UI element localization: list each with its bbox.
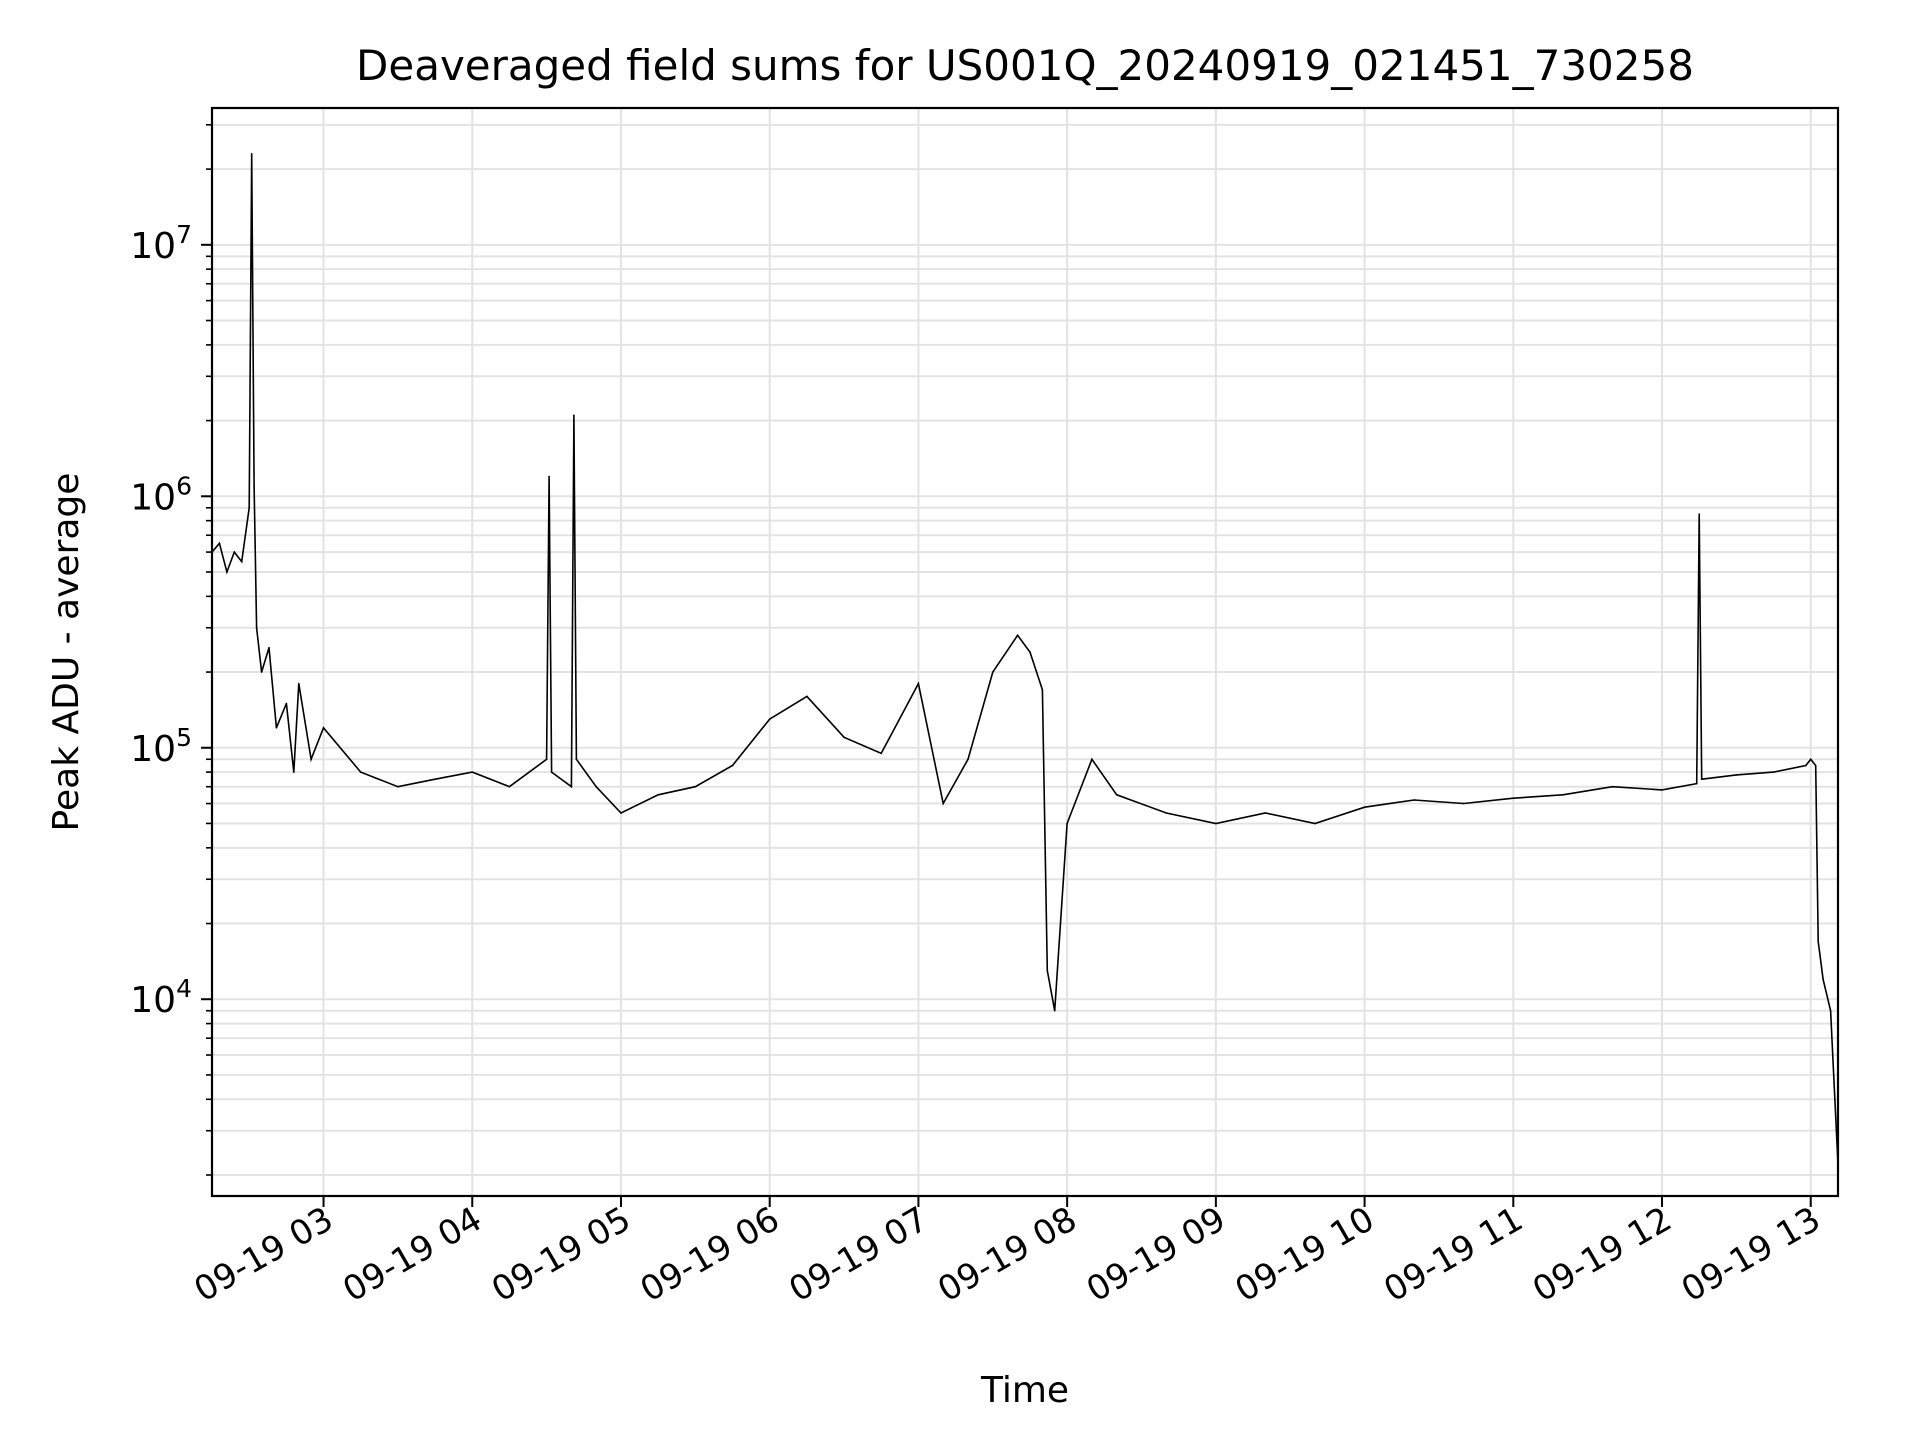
series-point: [1814, 764, 1817, 767]
series-point: [1822, 978, 1824, 981]
x-axis-label: Time: [980, 1370, 1069, 1411]
series-point: [573, 414, 575, 417]
series-point: [268, 646, 270, 649]
series-point: [1091, 758, 1093, 761]
series-line: [211, 153, 1839, 1165]
series-point: [768, 718, 771, 720]
series-point: [991, 671, 994, 673]
series-point: [322, 727, 325, 729]
series-point: [240, 560, 243, 563]
series-point: [275, 727, 278, 729]
series-point: [657, 793, 659, 796]
series-point: [548, 475, 550, 478]
series-point: [1041, 689, 1044, 691]
series-point: [1215, 822, 1217, 825]
y-tick-exponent: 5: [176, 723, 192, 752]
series-point: [359, 771, 362, 773]
series-point: [1611, 785, 1614, 788]
series-point: [694, 785, 697, 788]
series-point: [917, 682, 920, 685]
series-point: [233, 551, 236, 553]
series-point: [1016, 634, 1019, 637]
series-point: [397, 785, 399, 788]
series-point: [1735, 774, 1738, 776]
series-point: [1829, 1009, 1832, 1012]
series-point: [1700, 778, 1703, 780]
y-tick-label: 105: [130, 723, 192, 770]
y-tick-base: 10: [130, 729, 176, 770]
y-tick-label: 107: [130, 220, 192, 267]
series-point: [434, 778, 436, 780]
series-point: [1512, 797, 1515, 800]
series-point: [550, 771, 553, 773]
series-point: [806, 695, 808, 698]
series-point: [471, 771, 474, 773]
series-point: [575, 758, 578, 761]
series-point: [1029, 651, 1031, 653]
series-point: [967, 758, 969, 761]
y-tick-exponent: 6: [176, 471, 192, 500]
series-point: [1462, 802, 1465, 805]
series-point: [1804, 764, 1807, 767]
y-tick-base: 10: [130, 477, 176, 518]
series-point: [1661, 789, 1663, 791]
chart-title: Deaveraged field sums for US001Q_2024091…: [356, 41, 1694, 90]
series-point: [1165, 812, 1168, 814]
series-layer: [211, 153, 1839, 1166]
series-point: [1772, 771, 1775, 773]
series-point: [248, 506, 250, 509]
series-point: [250, 153, 253, 155]
y-tick-label: 104: [130, 974, 192, 1021]
y-tick-exponent: 4: [176, 974, 192, 1003]
series-point: [545, 758, 548, 761]
y-tick-base: 10: [130, 226, 176, 267]
series-point: [1066, 822, 1068, 825]
series-point: [218, 542, 221, 545]
series-point: [570, 785, 573, 788]
series-point: [292, 771, 295, 773]
y-tick-base: 10: [130, 980, 176, 1021]
series-point: [508, 785, 511, 788]
series-point: [595, 785, 597, 788]
series-point: [880, 752, 883, 755]
series-point: [253, 485, 255, 487]
series-point: [1695, 782, 1698, 785]
series-point: [310, 758, 312, 761]
series-point: [1264, 812, 1267, 814]
y-tick-label: 106: [130, 471, 192, 518]
series-point: [1698, 513, 1700, 515]
series-point: [297, 682, 300, 685]
plot-frame: [210, 106, 1840, 1198]
series-point: [226, 571, 228, 573]
y-axis-label: Peak ADU - average: [46, 473, 87, 832]
series-point: [1363, 806, 1366, 809]
y-tick-exponent: 7: [176, 220, 192, 249]
series-point: [1413, 799, 1415, 801]
series-point: [1809, 758, 1812, 761]
series-point: [1046, 969, 1049, 972]
series-point: [731, 764, 734, 767]
grid: [212, 108, 1838, 1196]
series-point: [1314, 822, 1316, 825]
series-point: [255, 626, 258, 629]
series-point: [942, 802, 945, 805]
series-point: [260, 671, 263, 673]
series-point: [1053, 1009, 1056, 1012]
series-point: [620, 812, 622, 814]
series-point: [843, 736, 845, 739]
series-point: [285, 702, 288, 705]
series-point: [1817, 940, 1819, 943]
series-point: [1562, 793, 1564, 796]
series-point: [1115, 793, 1118, 796]
